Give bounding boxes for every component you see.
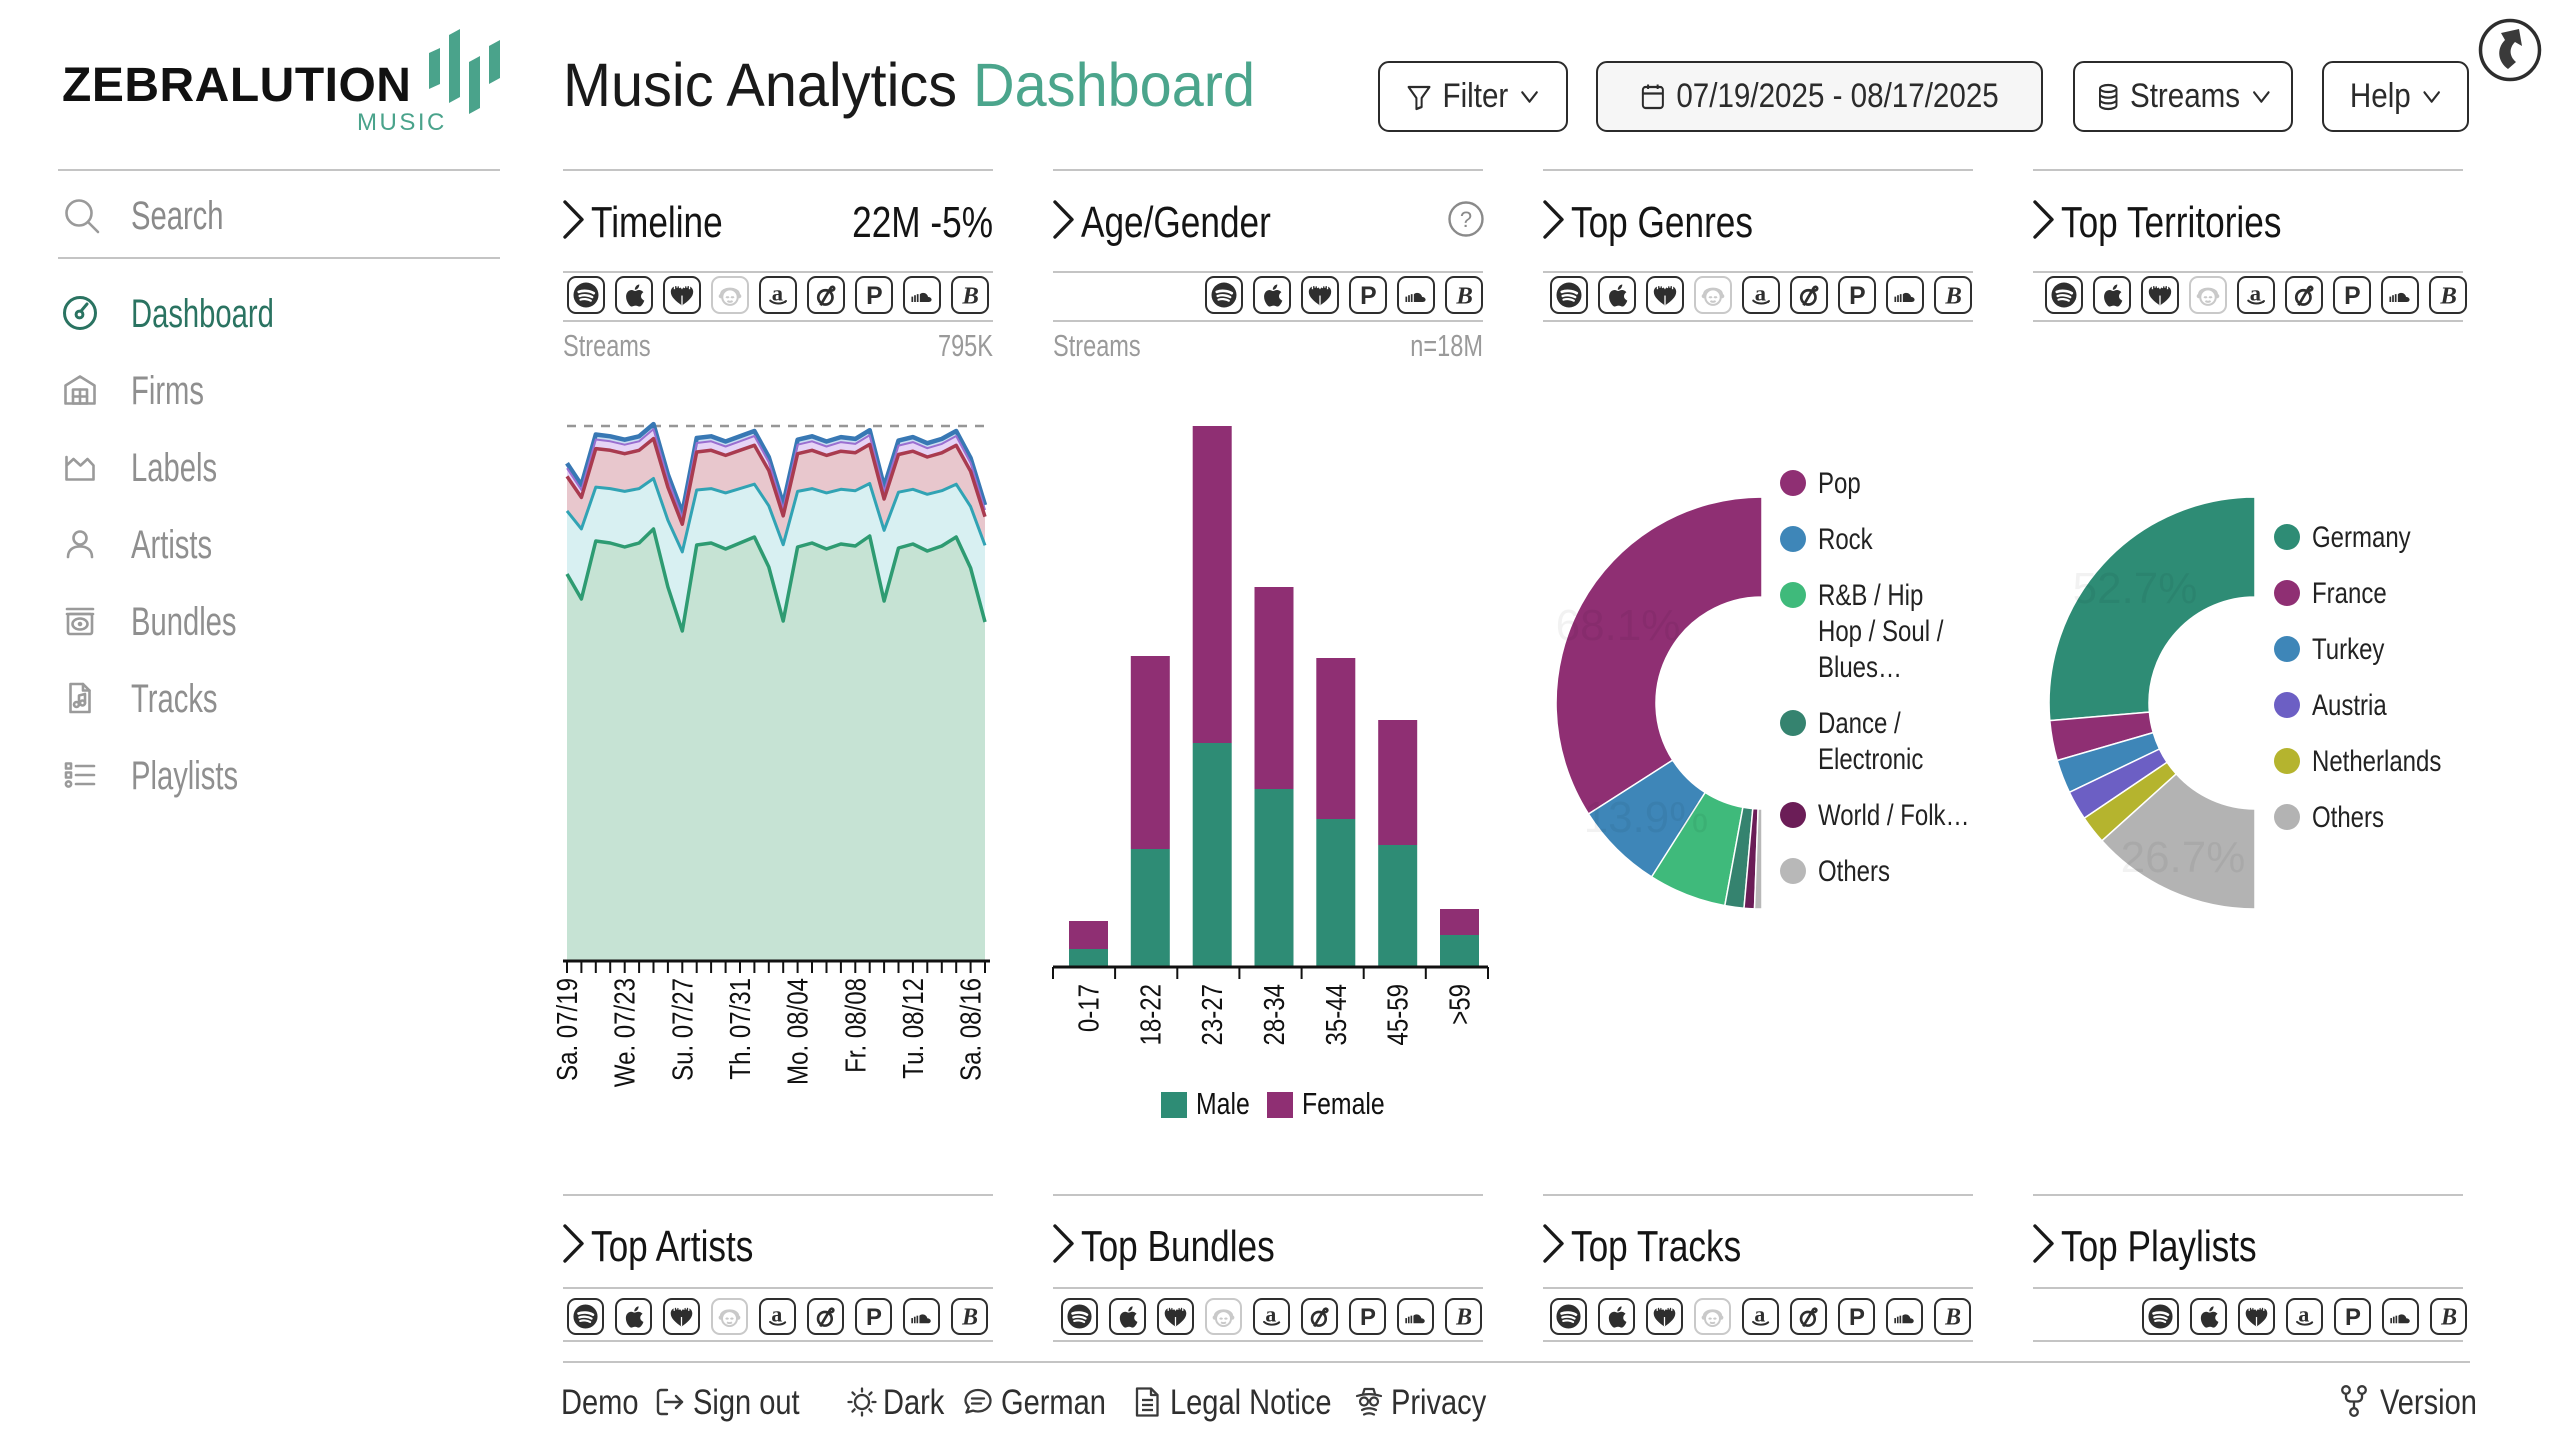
svg-text:We. 07/23: We. 07/23 (609, 978, 642, 1087)
svg-text:P: P (1849, 1304, 1865, 1330)
svg-text:P: P (1360, 1304, 1376, 1330)
svg-text:a: a (2298, 1303, 2309, 1327)
svg-text:Others: Others (1818, 853, 1890, 887)
svg-text:a: a (1754, 1303, 1765, 1327)
svg-text:?: ? (1460, 207, 1472, 232)
svg-text:Tu. 08/12: Tu. 08/12 (897, 978, 930, 1079)
svg-text:18-22: 18-22 (1134, 984, 1167, 1046)
svg-text:Sa. 07/19: Sa. 07/19 (551, 978, 584, 1081)
svg-text:>59: >59 (1443, 984, 1476, 1025)
svg-text:a: a (771, 1303, 782, 1327)
svg-text:Fr. 08/08: Fr. 08/08 (839, 978, 872, 1073)
svg-text:B: B (1455, 282, 1473, 309)
svg-text:a: a (772, 281, 783, 305)
svg-text:Germany: Germany (2312, 519, 2411, 553)
svg-text:P: P (2345, 1304, 2361, 1330)
svg-text:France: France (2312, 575, 2387, 609)
svg-text:52.7%: 52.7% (2073, 564, 2198, 613)
svg-text:Turkey: Turkey (2312, 631, 2385, 665)
svg-text:B: B (2439, 282, 2457, 309)
svg-text:a: a (2250, 281, 2261, 305)
svg-text:B: B (1455, 1305, 1472, 1330)
svg-text:68.1%: 68.1% (1556, 601, 1681, 650)
svg-text:Dance /: Dance / (1818, 705, 1901, 739)
svg-text:0-17: 0-17 (1072, 984, 1105, 1032)
svg-text:Female: Female (1302, 1086, 1385, 1120)
svg-text:P: P (2344, 283, 2361, 309)
svg-text:13.9%: 13.9% (1584, 793, 1709, 842)
svg-text:B: B (2440, 1305, 2457, 1330)
svg-text:P: P (866, 1304, 882, 1330)
svg-text:26.7%: 26.7% (2121, 833, 2246, 882)
svg-text:Su. 07/27: Su. 07/27 (666, 978, 699, 1081)
svg-text:Th. 07/31: Th. 07/31 (724, 978, 757, 1080)
svg-text:B: B (961, 282, 979, 309)
svg-text:P: P (1849, 283, 1866, 309)
svg-text:a: a (1265, 1303, 1276, 1327)
svg-text:a: a (1755, 281, 1766, 305)
svg-text:45-59: 45-59 (1382, 984, 1415, 1046)
svg-text:35-44: 35-44 (1320, 984, 1353, 1046)
svg-text:R&B / Hip: R&B / Hip (1818, 577, 1923, 611)
svg-text:Electronic: Electronic (1818, 741, 1923, 775)
svg-text:Others: Others (2312, 799, 2384, 833)
svg-text:Male: Male (1196, 1086, 1250, 1120)
svg-text:P: P (1360, 283, 1377, 309)
svg-text:Mo. 08/04: Mo. 08/04 (781, 978, 814, 1085)
svg-text:Blues…: Blues… (1818, 649, 1902, 683)
svg-text:23-27: 23-27 (1196, 984, 1229, 1046)
svg-text:Hop / Soul /: Hop / Soul / (1818, 613, 1944, 647)
svg-text:B: B (1944, 282, 1962, 309)
svg-text:P: P (866, 283, 883, 309)
svg-text:Austria: Austria (2312, 687, 2387, 721)
svg-text:World / Folk…: World / Folk… (1818, 797, 1970, 831)
svg-text:Pop: Pop (1818, 465, 1861, 499)
svg-text:Rock: Rock (1818, 521, 1873, 555)
svg-text:Netherlands: Netherlands (2312, 743, 2441, 777)
svg-text:28-34: 28-34 (1258, 984, 1291, 1046)
svg-text:B: B (961, 1305, 978, 1330)
svg-text:Sa. 08/16: Sa. 08/16 (954, 978, 987, 1081)
svg-text:B: B (1944, 1305, 1961, 1330)
